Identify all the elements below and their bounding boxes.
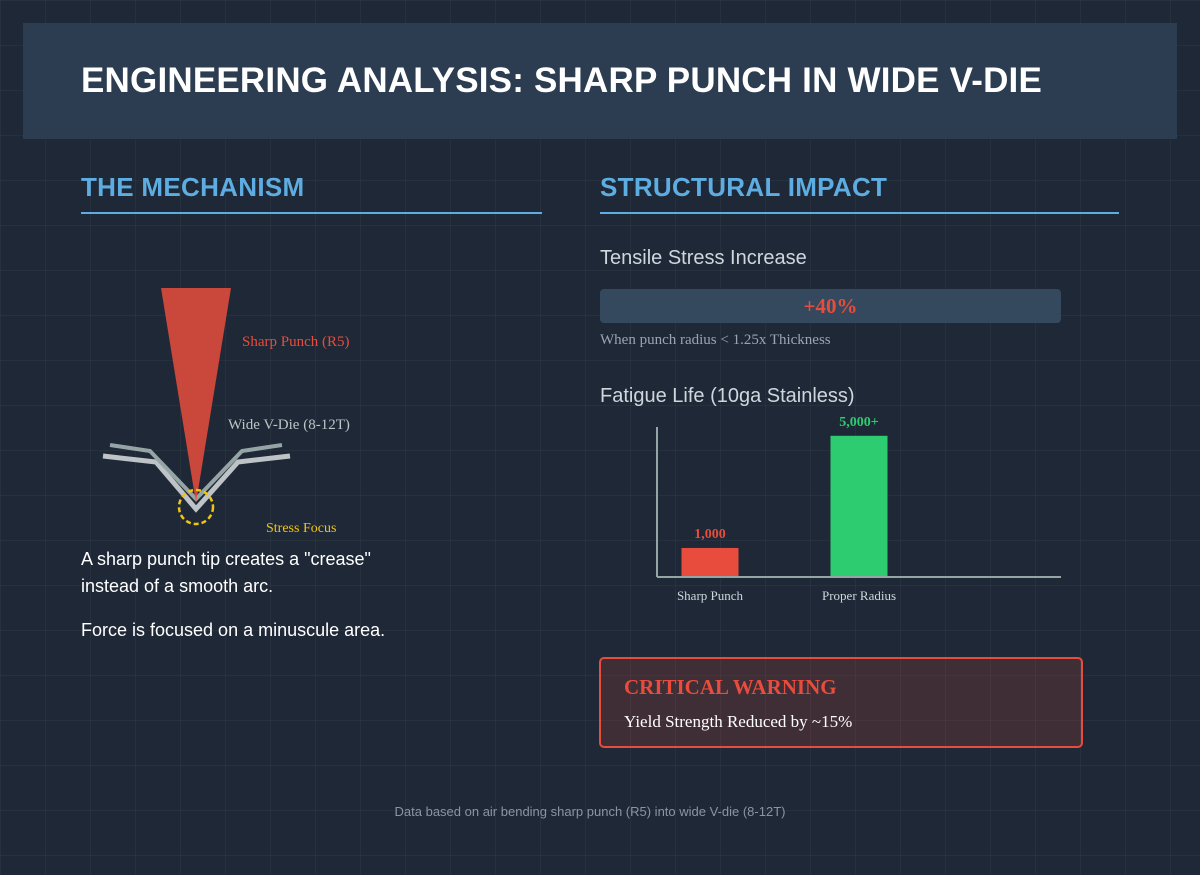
bar-value-label: 1,000 <box>694 527 726 542</box>
tensile-label: Tensile Stress Increase <box>600 247 807 269</box>
punch-label: Sharp Punch (R5) <box>242 334 350 350</box>
fatigue-bar-chart: 1,000 Sharp Punch 5,000+ Proper Radius <box>656 415 1061 603</box>
impact-rule <box>600 212 1119 214</box>
footer-note: Data based on air bending sharp punch (R… <box>394 804 786 819</box>
mechanism-rule <box>81 212 542 214</box>
tensile-note: When punch radius < 1.25x Thickness <box>600 332 831 348</box>
stress-focus-label: Stress Focus <box>266 521 336 536</box>
tensile-value: +40% <box>803 293 858 318</box>
fatigue-label: Fatigue Life (10ga Stainless) <box>600 385 855 407</box>
page-title: ENGINEERING ANALYSIS: SHARP PUNCH IN WID… <box>81 61 1043 100</box>
warning-title: CRITICAL WARNING <box>624 675 837 699</box>
tensile-stress-bar: +40% <box>600 289 1061 323</box>
critical-warning-box: CRITICAL WARNING Yield Strength Reduced … <box>599 657 1083 748</box>
die-label: Wide V-Die (8-12T) <box>228 417 350 433</box>
mechanism-paragraph-1: A sharp punch tip creates a "crease" ins… <box>81 549 371 596</box>
warning-text: Yield Strength Reduced by ~15% <box>624 712 853 731</box>
bar-value-label: 5,000+ <box>839 415 879 430</box>
mechanism-title: THE MECHANISM <box>81 172 305 202</box>
sharp-punch <box>161 288 231 503</box>
x-tick-label: Proper Radius <box>822 588 896 603</box>
impact-title: STRUCTURAL IMPACT <box>600 172 888 202</box>
bar-proper-radius <box>830 435 888 576</box>
stress-focus-circle <box>177 488 215 526</box>
mechanism-paragraph-2: Force is focused on a minuscule area. <box>81 620 386 640</box>
mechanism-diagram: Sharp Punch (R5) Wide V-Die (8-12T) Stre… <box>102 288 350 536</box>
x-tick-label: Sharp Punch <box>677 588 744 603</box>
v-die-outer <box>102 453 291 513</box>
bar-sharp-punch <box>681 547 739 576</box>
header-banner: ENGINEERING ANALYSIS: SHARP PUNCH IN WID… <box>23 23 1177 139</box>
